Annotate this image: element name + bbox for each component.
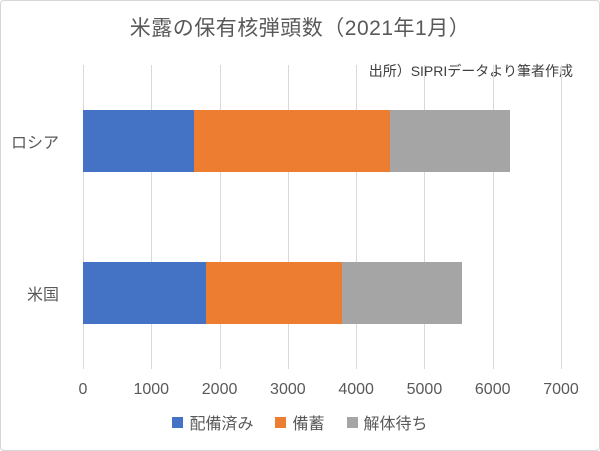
x-axis-tick-label: 4000 (338, 381, 374, 398)
gridline (492, 65, 494, 369)
category-label: 米国 (26, 287, 59, 304)
bar-segment-配備済み (83, 110, 194, 172)
chart-title: 米露の保有核弾頭数（2021年1月） (129, 17, 471, 40)
gridline (287, 65, 289, 369)
bar-segment-解体待ち (389, 110, 511, 172)
legend-swatch-icon (275, 416, 287, 428)
gridline (424, 65, 426, 369)
legend-item: 備蓄 (275, 410, 325, 434)
legend-item: 解体待ち (346, 410, 428, 434)
gridline (356, 65, 358, 369)
x-axis-tick-label: 1000 (133, 381, 170, 398)
x-axis-tick-label: 0 (78, 381, 88, 398)
legend-swatch-icon (172, 416, 184, 428)
x-axis-tick-label: 2000 (201, 381, 238, 398)
category-label: ロシア (10, 135, 59, 152)
bar-segment-解体待ち (342, 262, 462, 324)
bar-segment-備蓄 (205, 262, 343, 324)
bar-segment-配備済み (83, 262, 206, 324)
gridline (83, 65, 84, 369)
legend-item: 配備済み (172, 410, 253, 434)
x-axis-tick-label: 6000 (474, 381, 511, 398)
x-axis-tick-label: 5000 (406, 381, 443, 398)
bar-segment-備蓄 (193, 110, 390, 172)
legend-swatch-icon (346, 416, 358, 428)
legend-label: 備蓄 (292, 416, 325, 433)
x-axis-tick-label: 3000 (270, 381, 306, 398)
gridline (561, 65, 562, 369)
plot-area (83, 65, 562, 369)
x-axis-tick-label: 7000 (543, 381, 579, 398)
legend-label: 配備済み (189, 416, 254, 433)
legend-label: 解体待ち (363, 416, 428, 433)
legend: 配備済み 備蓄 解体待ち (1, 410, 599, 434)
gridline (219, 65, 221, 369)
gridline (151, 65, 153, 369)
source-note: 出所）SIPRIデータより筆者作成 (368, 63, 573, 79)
